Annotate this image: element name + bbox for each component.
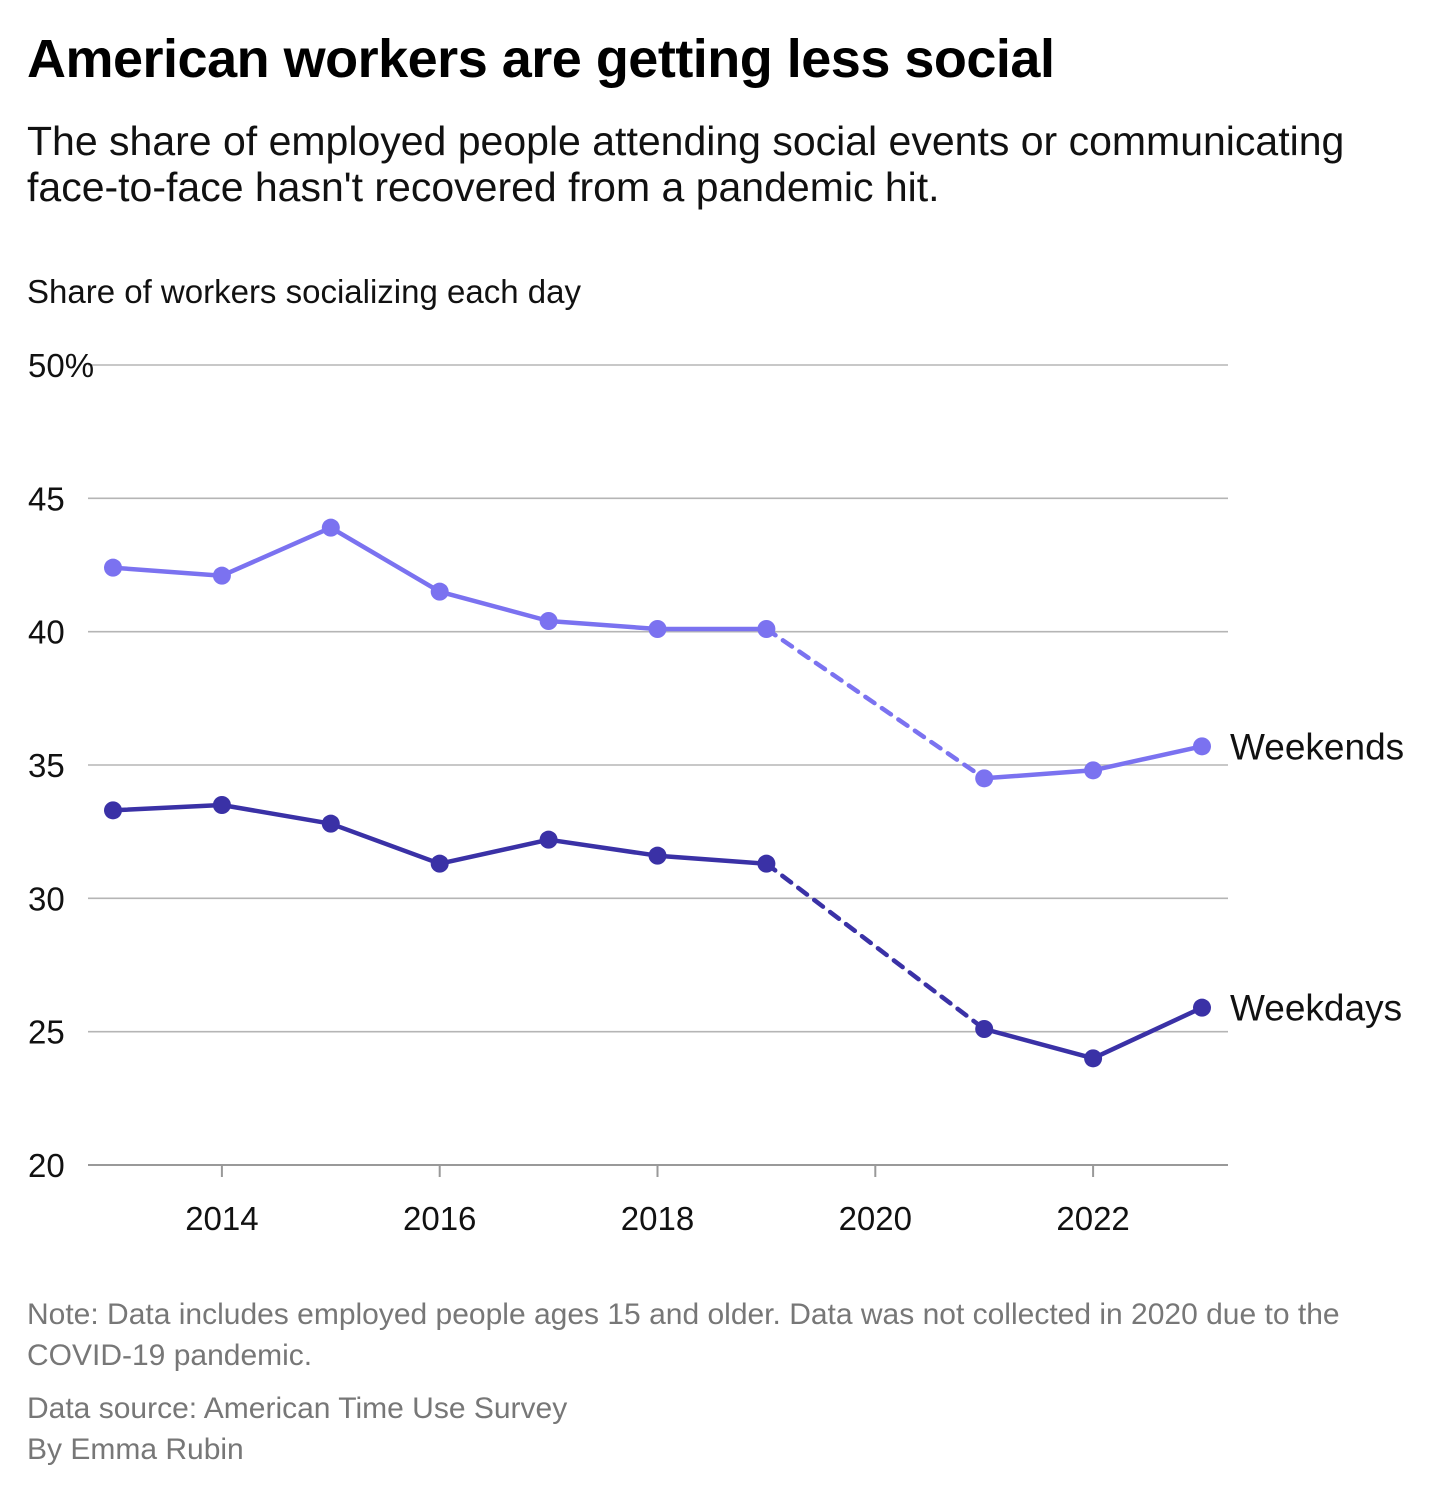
y-tick-label: 25 bbox=[28, 1014, 65, 1051]
axes: 20 25 30 35 40 45 50% 2014 2016 2018 2020 2022 bbox=[28, 347, 1130, 1237]
weekends-point bbox=[104, 558, 122, 577]
weekends-point bbox=[975, 769, 994, 788]
y-tick-label: 45 bbox=[28, 480, 65, 517]
chart-subtitle: The share of employed people attending s… bbox=[27, 118, 1345, 210]
weekdays-point bbox=[975, 1020, 994, 1038]
y-tick-label: 20 bbox=[28, 1147, 65, 1184]
weekdays-line-gap-dashed bbox=[764, 861, 987, 1032]
y-tick-label: 35 bbox=[28, 747, 65, 784]
weekends-point bbox=[1084, 761, 1103, 780]
y-tick-label: 30 bbox=[28, 880, 65, 917]
x-tick-label: 2022 bbox=[1056, 1200, 1129, 1237]
weekends-point bbox=[648, 620, 667, 638]
data-source: Data source: American Time Use Survey bbox=[27, 1392, 568, 1425]
weekdays-point bbox=[321, 814, 340, 833]
y-axis-label: Share of workers socializing each day bbox=[27, 273, 581, 310]
series-lines bbox=[110, 525, 1205, 1061]
line-chart: 20 25 30 35 40 45 50% 2014 2016 2018 2020 2022 Week… bbox=[28, 347, 1404, 1237]
weekdays-point bbox=[430, 854, 449, 873]
weekends-line-segment bbox=[110, 525, 769, 632]
gridlines bbox=[88, 364, 1228, 1166]
weekends-point bbox=[321, 518, 340, 537]
weekends-line-gap-dashed bbox=[764, 626, 987, 781]
data-points bbox=[104, 518, 1211, 1068]
x-tick-label: 2014 bbox=[185, 1200, 258, 1237]
chart-title: American workers are getting less social bbox=[27, 29, 1055, 89]
weekdays-point bbox=[212, 796, 231, 814]
x-tick-label: 2016 bbox=[403, 1200, 476, 1237]
x-tick-label: 2020 bbox=[839, 1200, 912, 1237]
x-tick-label: 2018 bbox=[621, 1200, 694, 1237]
weekends-point bbox=[430, 582, 449, 601]
weekdays-point bbox=[104, 801, 122, 820]
weekends-point bbox=[212, 566, 231, 585]
chart-note: Note: Data includes employed people ages… bbox=[27, 1298, 1340, 1372]
weekends-series-label: Weekends bbox=[1230, 726, 1404, 767]
weekends-point bbox=[1193, 737, 1211, 756]
weekdays-point bbox=[539, 830, 558, 849]
weekdays-series-label: Weekdays bbox=[1230, 988, 1402, 1029]
weekdays-point bbox=[757, 854, 776, 873]
y-tick-label: 40 bbox=[28, 614, 65, 651]
weekdays-point bbox=[1084, 1049, 1103, 1068]
byline: By Emma Rubin bbox=[27, 1433, 244, 1466]
weekends-point bbox=[539, 612, 558, 630]
y-tick-label: 50% bbox=[28, 347, 94, 384]
weekdays-point bbox=[1193, 998, 1211, 1017]
weekends-point bbox=[757, 620, 776, 638]
series-labels: Weekends Weekdays bbox=[1230, 726, 1404, 1028]
weekdays-point bbox=[648, 846, 667, 865]
